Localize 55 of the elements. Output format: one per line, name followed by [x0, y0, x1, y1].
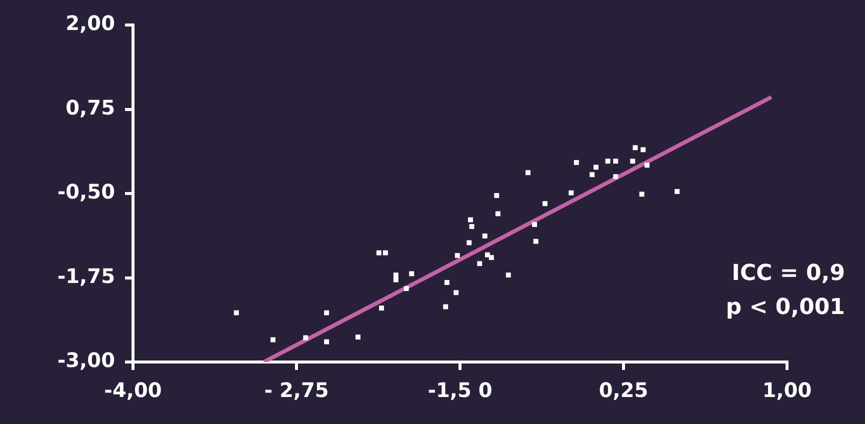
point — [303, 335, 308, 340]
point — [542, 201, 548, 206]
point — [632, 145, 638, 150]
point — [532, 222, 538, 227]
point — [533, 238, 538, 244]
point — [444, 280, 450, 285]
point — [393, 272, 398, 278]
point — [613, 158, 618, 164]
point — [630, 158, 636, 164]
y-tick-label: 0,75 — [66, 95, 115, 120]
point — [454, 290, 459, 296]
point — [488, 255, 494, 260]
point — [482, 233, 488, 238]
point — [605, 158, 610, 164]
point — [404, 286, 409, 292]
x-tick-label: - 2,75 — [264, 378, 329, 402]
y-tick-label: -0,50 — [57, 180, 115, 204]
point — [477, 261, 482, 266]
point — [379, 306, 384, 311]
point — [382, 250, 388, 256]
point — [613, 174, 618, 180]
point — [639, 192, 644, 197]
y-tick-label: 2,00 — [66, 11, 115, 36]
point — [324, 339, 330, 344]
point — [234, 310, 239, 316]
point — [590, 172, 595, 178]
point — [443, 304, 448, 310]
point — [494, 193, 500, 198]
point — [674, 189, 680, 194]
point — [454, 253, 460, 258]
point — [495, 211, 500, 216]
point — [506, 272, 511, 278]
point — [644, 162, 650, 168]
x-tick-label: 0,25 — [598, 378, 648, 402]
annotation: p < 0,001 — [726, 295, 845, 320]
point — [356, 334, 360, 340]
x-tick-label: -1,5 0 — [428, 378, 492, 402]
point — [568, 190, 574, 196]
x-tick-label: 1,00 — [762, 378, 812, 402]
point — [376, 250, 382, 256]
annotation: ICC = 0,9 — [732, 261, 845, 286]
point — [393, 277, 398, 282]
point — [270, 337, 276, 342]
y-tick-label: -1,75 — [57, 264, 115, 288]
y-tick-label: -3,00 — [57, 348, 115, 372]
point — [469, 224, 474, 229]
point — [409, 271, 414, 276]
point — [594, 164, 599, 170]
x-tick-label: -4,00 — [104, 378, 162, 402]
point — [468, 217, 473, 222]
point — [640, 147, 646, 152]
point — [526, 170, 530, 176]
point — [574, 160, 579, 165]
point — [466, 240, 472, 246]
point — [324, 310, 330, 316]
